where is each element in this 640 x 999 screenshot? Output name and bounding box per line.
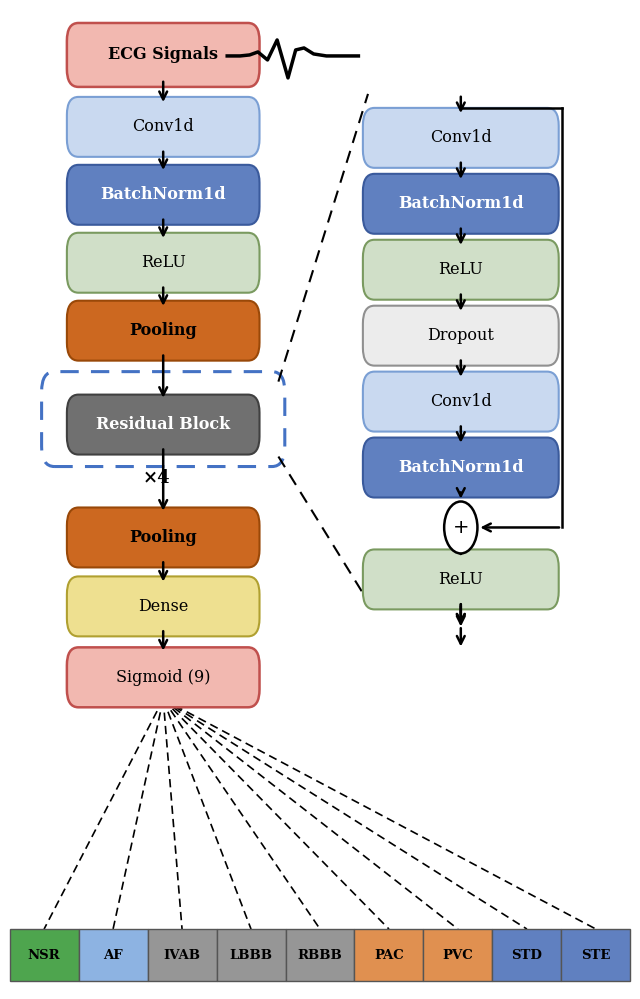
FancyBboxPatch shape bbox=[363, 306, 559, 366]
Text: +: + bbox=[452, 517, 469, 537]
FancyBboxPatch shape bbox=[363, 372, 559, 432]
Text: ReLU: ReLU bbox=[438, 570, 483, 588]
Text: Pooling: Pooling bbox=[129, 528, 197, 546]
Text: ReLU: ReLU bbox=[141, 254, 186, 272]
FancyBboxPatch shape bbox=[79, 929, 148, 981]
Text: STE: STE bbox=[581, 948, 611, 962]
Text: NSR: NSR bbox=[28, 948, 60, 962]
FancyBboxPatch shape bbox=[363, 549, 559, 609]
Text: Dropout: Dropout bbox=[428, 327, 494, 345]
Text: ECG Signals: ECG Signals bbox=[108, 46, 218, 64]
Text: Pooling: Pooling bbox=[129, 322, 197, 340]
FancyBboxPatch shape bbox=[561, 929, 630, 981]
FancyBboxPatch shape bbox=[492, 929, 561, 981]
FancyBboxPatch shape bbox=[216, 929, 285, 981]
Text: BatchNorm1d: BatchNorm1d bbox=[398, 459, 524, 477]
FancyBboxPatch shape bbox=[424, 929, 492, 981]
Text: ReLU: ReLU bbox=[438, 261, 483, 279]
FancyBboxPatch shape bbox=[67, 233, 260, 293]
FancyBboxPatch shape bbox=[67, 647, 260, 707]
FancyBboxPatch shape bbox=[285, 929, 355, 981]
FancyBboxPatch shape bbox=[363, 108, 559, 168]
FancyBboxPatch shape bbox=[67, 576, 260, 636]
Text: RBBB: RBBB bbox=[298, 948, 342, 962]
Text: Dense: Dense bbox=[138, 597, 188, 615]
FancyBboxPatch shape bbox=[67, 23, 260, 87]
Text: IVAB: IVAB bbox=[164, 948, 200, 962]
Text: BatchNorm1d: BatchNorm1d bbox=[398, 195, 524, 213]
FancyBboxPatch shape bbox=[363, 174, 559, 234]
FancyBboxPatch shape bbox=[148, 929, 216, 981]
FancyBboxPatch shape bbox=[363, 240, 559, 300]
Text: Residual Block: Residual Block bbox=[96, 416, 230, 434]
Text: LBBB: LBBB bbox=[230, 948, 273, 962]
Text: PVC: PVC bbox=[443, 948, 474, 962]
FancyBboxPatch shape bbox=[67, 507, 260, 567]
Circle shape bbox=[444, 501, 477, 553]
Text: AF: AF bbox=[103, 948, 123, 962]
Text: Conv1d: Conv1d bbox=[430, 129, 492, 147]
Text: STD: STD bbox=[511, 948, 542, 962]
Text: Conv1d: Conv1d bbox=[132, 118, 194, 136]
Text: BatchNorm1d: BatchNorm1d bbox=[100, 186, 226, 204]
FancyBboxPatch shape bbox=[10, 929, 79, 981]
FancyBboxPatch shape bbox=[67, 301, 260, 361]
Text: Sigmoid (9): Sigmoid (9) bbox=[116, 668, 211, 686]
Text: ×4: ×4 bbox=[143, 469, 171, 487]
FancyBboxPatch shape bbox=[355, 929, 424, 981]
FancyBboxPatch shape bbox=[363, 438, 559, 498]
FancyBboxPatch shape bbox=[67, 165, 260, 225]
FancyBboxPatch shape bbox=[67, 395, 260, 455]
FancyBboxPatch shape bbox=[67, 97, 260, 157]
Text: Conv1d: Conv1d bbox=[430, 393, 492, 411]
Text: PAC: PAC bbox=[374, 948, 404, 962]
